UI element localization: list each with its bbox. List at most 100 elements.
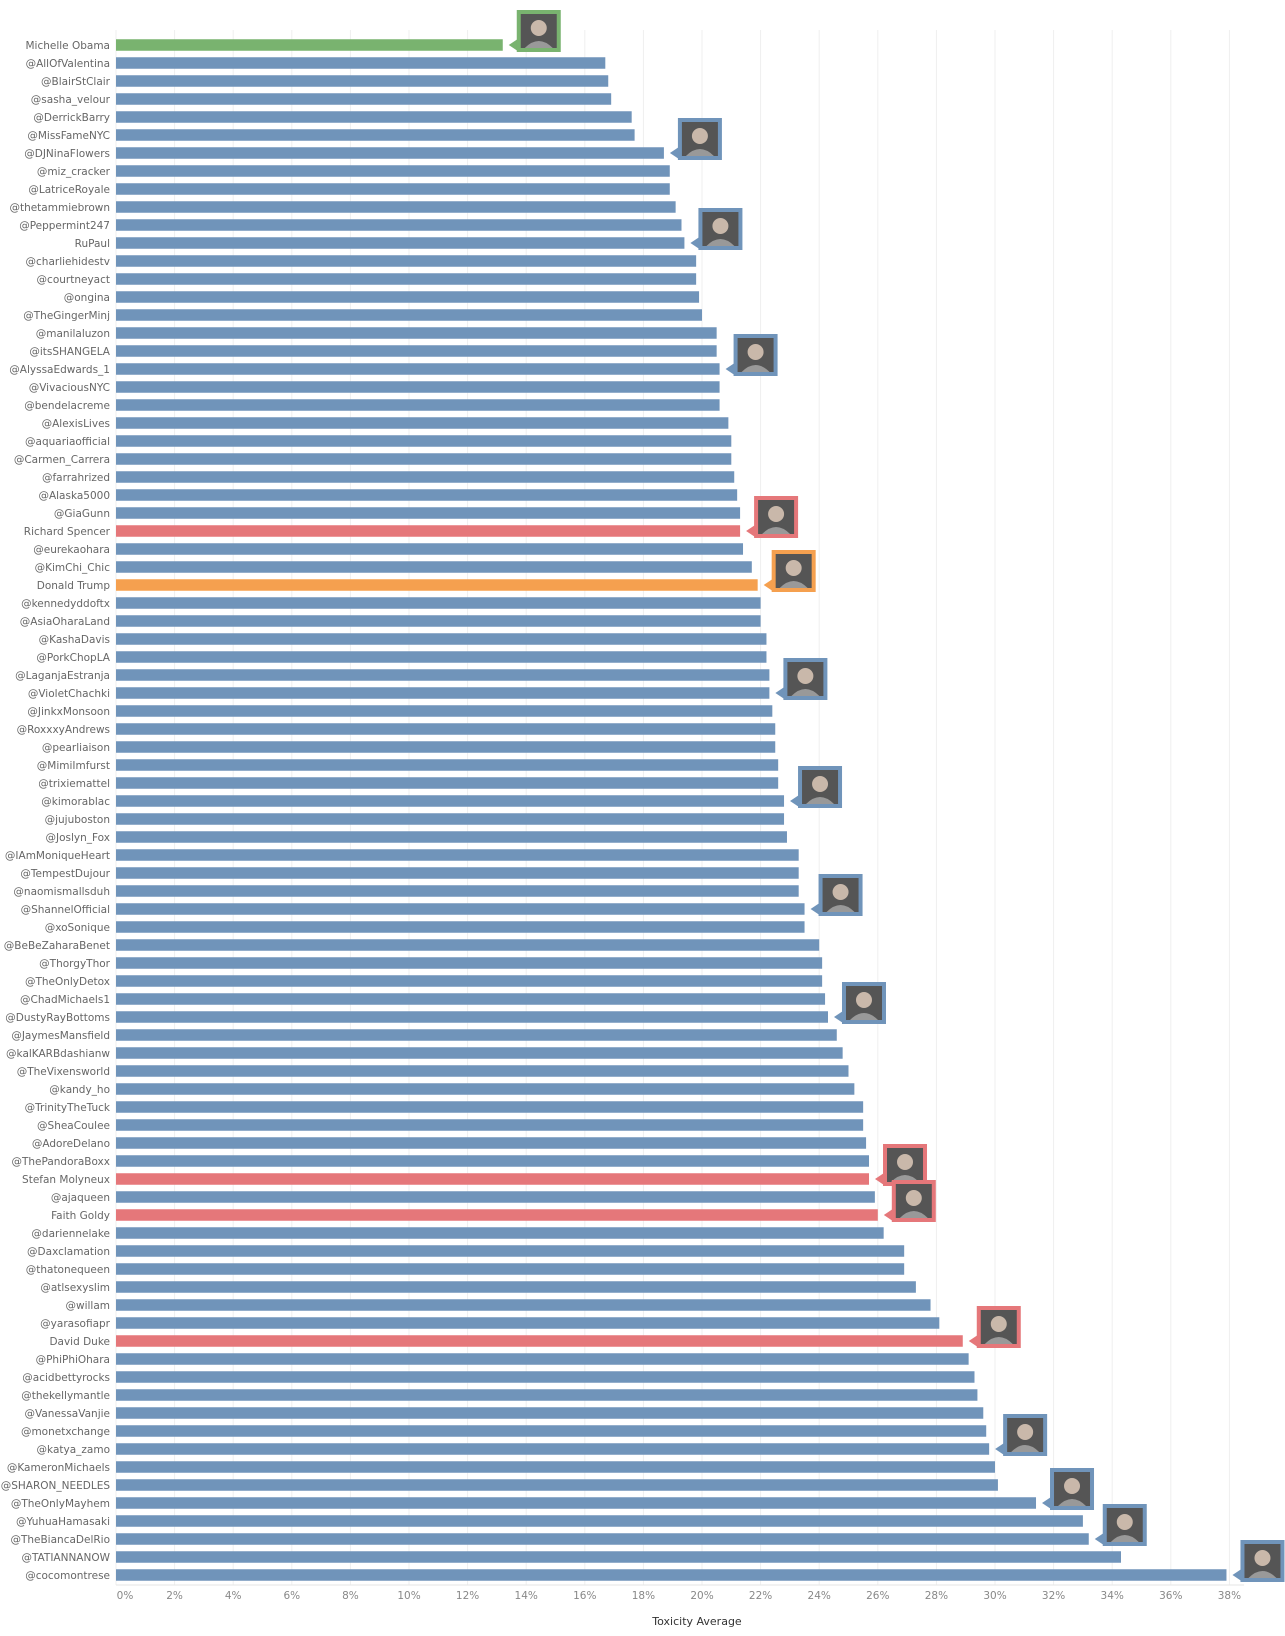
bar[interactable] <box>116 1173 870 1185</box>
bar[interactable] <box>116 345 717 357</box>
bar[interactable] <box>116 1461 995 1473</box>
bar[interactable] <box>116 1101 864 1113</box>
bar[interactable] <box>116 1119 864 1131</box>
bar[interactable] <box>116 1515 1083 1527</box>
bar[interactable] <box>116 1299 931 1311</box>
bar[interactable] <box>116 1137 867 1149</box>
bar[interactable] <box>116 993 826 1005</box>
x-tick-label: 28% <box>925 1590 948 1602</box>
avatar-shoulders-icon <box>685 149 714 156</box>
bar[interactable] <box>116 417 729 429</box>
bar[interactable] <box>116 129 635 141</box>
bar[interactable] <box>116 39 503 51</box>
bar[interactable] <box>116 831 787 843</box>
bar[interactable] <box>116 1029 837 1041</box>
bar[interactable] <box>116 255 697 267</box>
bar[interactable] <box>116 1227 884 1239</box>
bar[interactable] <box>116 1551 1121 1563</box>
bar[interactable] <box>116 1083 855 1095</box>
bar[interactable] <box>116 903 805 915</box>
bar[interactable] <box>116 399 720 411</box>
bar[interactable] <box>116 651 767 663</box>
bar[interactable] <box>116 1335 963 1347</box>
callout-pointer-icon <box>763 579 773 591</box>
category-label: @thatonequeen <box>26 1264 110 1276</box>
bar[interactable] <box>116 1497 1037 1509</box>
bar[interactable] <box>116 1479 998 1491</box>
bar[interactable] <box>116 741 776 753</box>
bar[interactable] <box>116 435 732 447</box>
bar[interactable] <box>116 147 664 159</box>
bar[interactable] <box>116 327 717 339</box>
bar[interactable] <box>116 1389 978 1401</box>
avatar-shoulders-icon <box>1058 1499 1087 1506</box>
bar[interactable] <box>116 507 741 519</box>
bar[interactable] <box>116 75 609 87</box>
bar[interactable] <box>116 1209 878 1221</box>
category-label: @TheGingerMinj <box>23 310 110 322</box>
bar[interactable] <box>116 201 676 213</box>
bar[interactable] <box>116 759 779 771</box>
bar[interactable] <box>116 165 670 177</box>
avatar-callout <box>968 1306 1021 1348</box>
bar[interactable] <box>116 237 685 249</box>
bar[interactable] <box>116 813 785 825</box>
bar[interactable] <box>116 867 799 879</box>
avatar-face-icon <box>768 506 785 522</box>
bar[interactable] <box>116 795 785 807</box>
bar[interactable] <box>116 1263 905 1275</box>
bar[interactable] <box>116 183 670 195</box>
bar[interactable] <box>116 291 700 303</box>
bar[interactable] <box>116 1047 843 1059</box>
category-label: @Joslyn_Fox <box>45 832 110 844</box>
bar[interactable] <box>116 381 720 393</box>
bar[interactable] <box>116 57 606 69</box>
bar[interactable] <box>116 111 632 123</box>
bar[interactable] <box>116 471 735 483</box>
bar[interactable] <box>116 1011 828 1023</box>
bar[interactable] <box>116 93 612 105</box>
bar[interactable] <box>116 1569 1227 1581</box>
bar[interactable] <box>116 1443 990 1455</box>
bar[interactable] <box>116 1191 875 1203</box>
bar[interactable] <box>116 1407 984 1419</box>
bar[interactable] <box>116 687 770 699</box>
bar[interactable] <box>116 705 773 717</box>
bar[interactable] <box>116 219 682 231</box>
bar[interactable] <box>116 777 779 789</box>
category-label: @Daxclamation <box>27 1246 110 1258</box>
bar[interactable] <box>116 1425 987 1437</box>
bar[interactable] <box>116 723 776 735</box>
bar[interactable] <box>116 1245 905 1257</box>
bar[interactable] <box>116 957 823 969</box>
bar[interactable] <box>116 885 799 897</box>
category-label: @charliehidestv <box>26 256 110 268</box>
bar[interactable] <box>116 1317 940 1329</box>
bar[interactable] <box>116 525 741 537</box>
bar[interactable] <box>116 273 697 285</box>
bar[interactable] <box>116 453 732 465</box>
bar[interactable] <box>116 669 770 681</box>
bar[interactable] <box>116 633 767 645</box>
category-label: @KimChi_Chic <box>35 562 111 574</box>
bar[interactable] <box>116 561 752 573</box>
bar[interactable] <box>116 615 761 627</box>
avatar-face-icon <box>990 1316 1007 1332</box>
bar[interactable] <box>116 975 823 987</box>
bar[interactable] <box>116 309 702 321</box>
bar[interactable] <box>116 921 805 933</box>
bar[interactable] <box>116 849 799 861</box>
bar[interactable] <box>116 1353 969 1365</box>
bar[interactable] <box>116 579 758 591</box>
bar[interactable] <box>116 1371 975 1383</box>
bar[interactable] <box>116 363 720 375</box>
bar[interactable] <box>116 1065 849 1077</box>
bar[interactable] <box>116 1155 870 1167</box>
bar[interactable] <box>116 489 738 501</box>
bar[interactable] <box>116 597 761 609</box>
bar[interactable] <box>116 1533 1089 1545</box>
bar[interactable] <box>116 939 820 951</box>
bar[interactable] <box>116 543 744 555</box>
avatar-callout <box>1042 1468 1095 1510</box>
bar[interactable] <box>116 1281 916 1293</box>
